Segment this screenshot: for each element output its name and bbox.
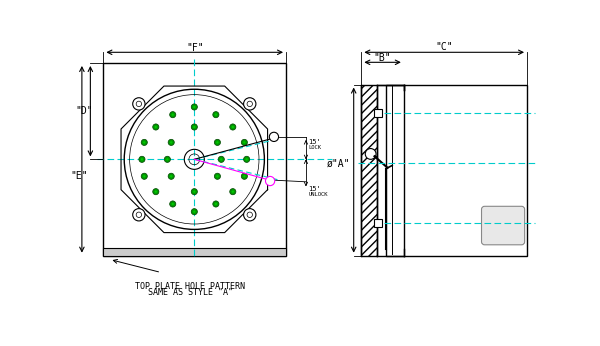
Circle shape [155,191,157,193]
Text: "E": "E" [70,171,88,181]
Text: SAME AS STYLE "A": SAME AS STYLE "A" [148,288,233,297]
Circle shape [133,209,145,221]
Circle shape [168,139,174,145]
Circle shape [136,101,142,107]
Circle shape [365,148,376,159]
Circle shape [191,104,197,110]
Circle shape [153,189,159,195]
Circle shape [245,158,248,161]
Circle shape [193,210,196,213]
Text: "F": "F" [186,43,203,53]
Circle shape [153,124,159,130]
Circle shape [141,158,143,161]
Circle shape [141,139,148,145]
Circle shape [141,173,148,179]
Circle shape [170,201,176,207]
Circle shape [218,156,224,162]
Circle shape [214,173,220,179]
Circle shape [243,175,245,177]
Circle shape [155,126,157,128]
Circle shape [172,203,174,205]
Bar [374,109,382,117]
Text: "B": "B" [374,53,391,63]
Circle shape [244,156,250,162]
Circle shape [164,156,170,162]
Circle shape [191,209,197,215]
Circle shape [139,156,145,162]
Circle shape [232,126,234,128]
Bar [103,63,286,256]
Circle shape [247,101,253,107]
Circle shape [241,173,247,179]
Circle shape [193,191,196,193]
Text: UNLOCK: UNLOCK [308,192,328,197]
Circle shape [166,158,169,161]
Text: "C": "C" [436,42,453,52]
Circle shape [170,175,172,177]
Circle shape [215,113,217,116]
Circle shape [265,176,275,186]
Bar [386,85,527,256]
Circle shape [193,126,196,128]
Text: 15': 15' [308,186,321,192]
Circle shape [213,201,219,207]
Circle shape [215,203,217,205]
Circle shape [168,173,174,179]
Circle shape [172,113,174,116]
Circle shape [143,141,145,144]
Circle shape [143,175,145,177]
Bar [374,219,382,227]
Circle shape [191,124,197,130]
Circle shape [133,98,145,110]
Text: ø"A": ø"A" [326,158,350,168]
Circle shape [244,98,256,110]
Circle shape [136,212,142,218]
Circle shape [243,141,245,144]
Circle shape [220,158,223,161]
Circle shape [193,106,196,108]
Circle shape [214,139,220,145]
Bar [103,248,286,256]
Text: 15': 15' [308,139,321,145]
Circle shape [241,139,247,145]
FancyBboxPatch shape [482,206,524,245]
Circle shape [269,132,278,142]
Circle shape [244,209,256,221]
Circle shape [191,189,197,195]
Circle shape [216,175,218,177]
Circle shape [230,124,236,130]
Text: TOP PLATE HOLE PATTERN: TOP PLATE HOLE PATTERN [136,282,245,291]
Circle shape [213,112,219,118]
Text: "D": "D" [76,106,93,116]
Circle shape [247,212,253,218]
Bar [361,85,377,256]
Circle shape [170,141,172,144]
Text: LOCK: LOCK [308,145,321,150]
Circle shape [170,112,176,118]
Circle shape [216,141,218,144]
Circle shape [232,191,234,193]
Circle shape [230,189,236,195]
